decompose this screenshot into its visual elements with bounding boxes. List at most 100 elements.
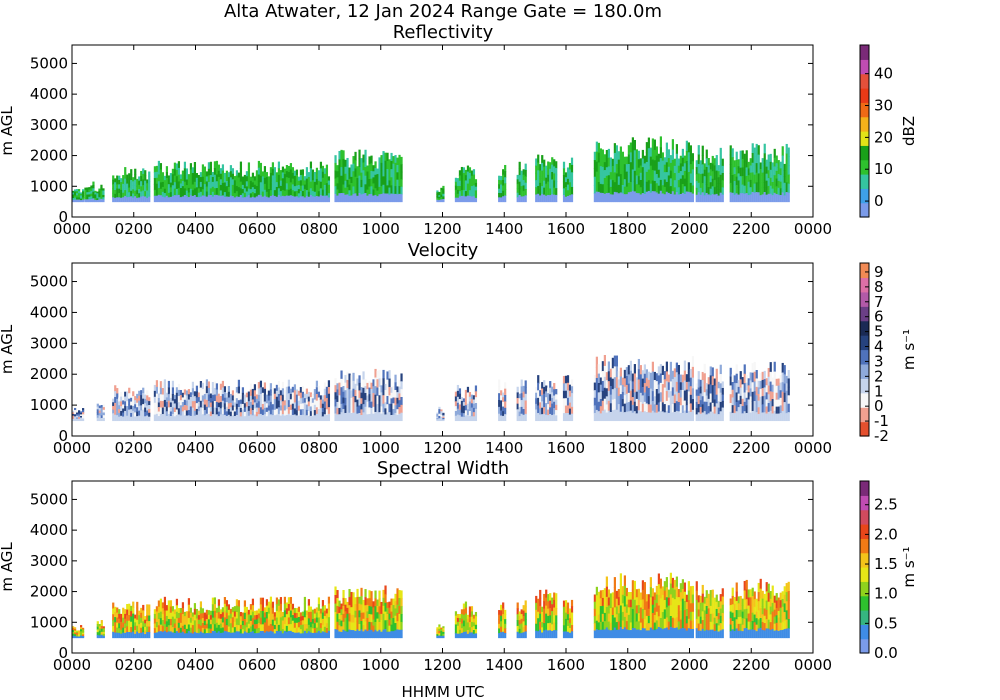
echo-cell bbox=[305, 624, 309, 630]
echo-cell bbox=[336, 414, 339, 422]
echo-cell bbox=[440, 190, 443, 193]
echo-cell bbox=[599, 192, 602, 203]
colorbar-tick-label: 0 bbox=[874, 192, 884, 210]
echo-cell bbox=[456, 193, 460, 199]
echo-cell bbox=[223, 610, 227, 618]
echo-column bbox=[382, 151, 385, 203]
echo-column bbox=[82, 189, 85, 203]
echo-column bbox=[382, 369, 385, 422]
echo-cell bbox=[114, 182, 117, 187]
echo-cell bbox=[245, 397, 249, 403]
echo-cell bbox=[498, 192, 501, 198]
echo-cell bbox=[269, 184, 273, 191]
echo-cell bbox=[386, 160, 389, 170]
echo-cell bbox=[291, 603, 295, 610]
echo-cell bbox=[327, 380, 331, 388]
echo-cell bbox=[464, 169, 468, 176]
echo-cell bbox=[295, 627, 299, 634]
echo-cell bbox=[146, 626, 149, 633]
echo-column bbox=[621, 151, 624, 203]
echo-cell bbox=[255, 403, 259, 409]
echo-cell bbox=[177, 414, 181, 422]
echo-column bbox=[285, 165, 289, 203]
echo-layer bbox=[72, 354, 790, 422]
echo-cell bbox=[400, 186, 403, 195]
echo-cell bbox=[114, 408, 117, 416]
echo-cell bbox=[82, 627, 85, 630]
colorbar-tick-label: 9 bbox=[874, 263, 884, 281]
echo-cell bbox=[80, 411, 83, 414]
echo-cell bbox=[570, 379, 574, 387]
echo-column bbox=[498, 175, 501, 203]
echo-cell bbox=[691, 177, 694, 186]
echo-cell bbox=[221, 170, 225, 178]
echo-cell bbox=[564, 196, 568, 203]
echo-cell bbox=[400, 397, 403, 406]
echo-cell bbox=[667, 389, 670, 399]
echo-cell bbox=[400, 171, 403, 180]
echo-cell bbox=[175, 387, 179, 394]
echo-cell bbox=[155, 177, 159, 185]
echo-cell bbox=[219, 623, 223, 629]
echo-cell bbox=[187, 410, 191, 416]
echo-cell bbox=[257, 194, 261, 203]
echo-cell bbox=[564, 182, 568, 188]
echo-cell bbox=[352, 380, 355, 390]
echo-cell bbox=[215, 617, 219, 624]
echo-cell bbox=[468, 172, 472, 180]
echo-cell bbox=[709, 375, 712, 385]
echo-cell bbox=[177, 408, 181, 415]
echo-cell bbox=[86, 199, 89, 203]
echo-column bbox=[597, 142, 600, 203]
echo-column bbox=[366, 382, 369, 422]
echo-cell bbox=[555, 181, 558, 189]
echo-cell bbox=[295, 190, 299, 197]
echo-cell bbox=[233, 188, 237, 194]
echo-cell bbox=[249, 180, 253, 186]
echo-cell bbox=[231, 632, 235, 639]
echo-column bbox=[645, 369, 648, 422]
echo-cell bbox=[159, 387, 163, 395]
echo-cell bbox=[737, 180, 740, 189]
echo-cell bbox=[173, 609, 177, 615]
echo-cell bbox=[118, 409, 121, 414]
echo-cell bbox=[336, 183, 339, 190]
echo-column bbox=[707, 158, 710, 203]
echo-cell bbox=[235, 612, 239, 619]
echo-cell bbox=[539, 176, 542, 184]
echo-cell bbox=[112, 409, 115, 414]
echo-cell bbox=[456, 384, 460, 392]
x-tick-label: 1600 bbox=[547, 220, 585, 238]
echo-cell bbox=[313, 191, 317, 198]
echo-cell bbox=[721, 172, 724, 181]
echo-cell bbox=[360, 409, 363, 416]
echo-cell bbox=[745, 382, 748, 391]
echo-cell bbox=[273, 388, 277, 395]
echo-cell bbox=[570, 186, 574, 195]
echo-cell bbox=[157, 600, 161, 608]
echo-cell bbox=[743, 185, 746, 195]
echo-cell bbox=[82, 634, 85, 637]
echo-cell bbox=[267, 188, 271, 194]
echo-cell bbox=[607, 390, 610, 402]
echo-cell bbox=[773, 157, 776, 167]
echo-cell bbox=[237, 600, 241, 607]
echo-cell bbox=[126, 391, 129, 397]
echo-column bbox=[118, 609, 121, 639]
echo-cell bbox=[627, 402, 630, 412]
echo-cell bbox=[319, 395, 323, 401]
echo-cell bbox=[713, 172, 716, 181]
echo-cell bbox=[360, 414, 363, 422]
echo-cell bbox=[362, 412, 365, 422]
echo-cell bbox=[187, 394, 191, 401]
echo-cell bbox=[771, 413, 774, 422]
echo-cell bbox=[211, 191, 215, 198]
echo-cell bbox=[705, 158, 708, 168]
echo-cell bbox=[753, 147, 756, 158]
echo-cell bbox=[132, 177, 135, 182]
echo-cell bbox=[498, 406, 501, 415]
echo-cell bbox=[223, 182, 227, 188]
echo-cell bbox=[633, 401, 636, 412]
panel-2: Spectral Widthm AGL000002000400060008001… bbox=[0, 458, 918, 674]
echo-cell bbox=[773, 371, 776, 382]
